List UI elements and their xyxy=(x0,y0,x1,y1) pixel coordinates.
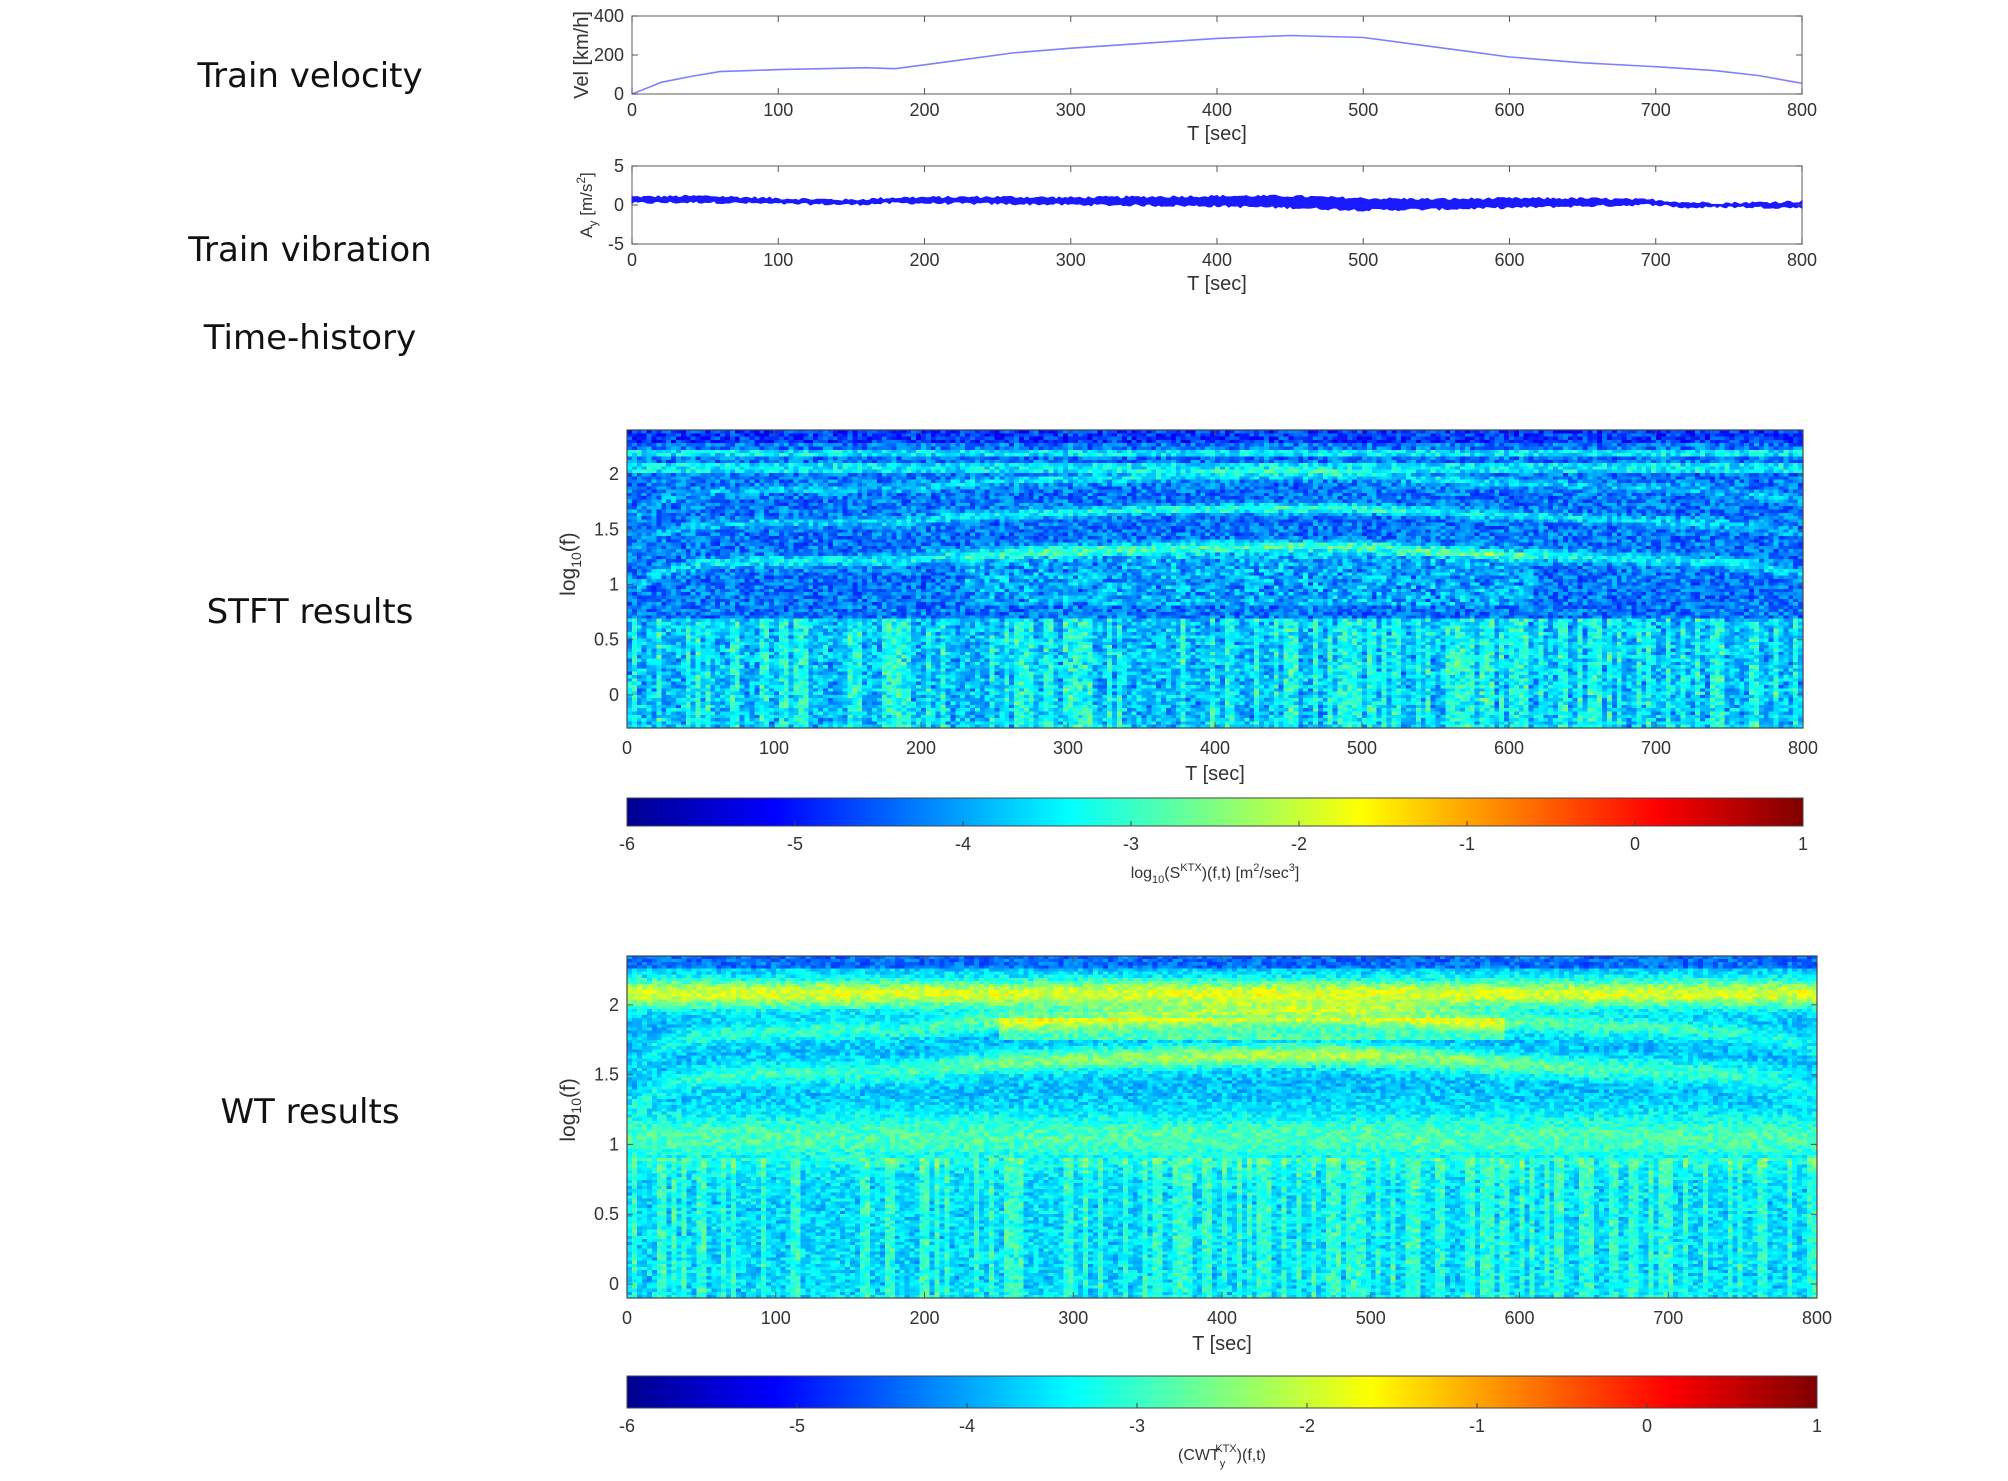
y-tick-label: -5 xyxy=(608,234,624,254)
velocity-chart: 0 100 200 300 400 500 600 700 800 0 200 400 T [sec] V… xyxy=(571,6,1817,145)
x-tick-label: 100 xyxy=(763,250,793,270)
y-tick-label: 5 xyxy=(614,156,624,176)
x-tick-label: 600 xyxy=(1494,250,1524,270)
y-tick-label: 0 xyxy=(614,195,624,215)
x-tick-label: 600 xyxy=(1494,100,1524,120)
y-tick-label: 200 xyxy=(594,45,624,65)
x-tick-label: 400 xyxy=(1202,100,1232,120)
stft-heatmap-cells xyxy=(627,430,1804,729)
y-tick-label: 0 xyxy=(614,84,624,104)
velocity-axes-frame xyxy=(632,16,1802,94)
x-tick-label: 200 xyxy=(909,250,939,270)
x-tick-label: 500 xyxy=(1348,250,1378,270)
x-tick-label: 300 xyxy=(1056,250,1086,270)
velocity-x-axis-label: T [sec] xyxy=(1187,123,1247,145)
x-tick-label: 0 xyxy=(627,250,637,270)
x-tick-label: 0 xyxy=(627,100,637,120)
x-tick-label: 100 xyxy=(763,100,793,120)
x-tick-label: 700 xyxy=(1641,100,1671,120)
x-tick-label: 200 xyxy=(909,100,939,120)
velocity-y-axis-label: Vel [km/h] xyxy=(571,11,593,99)
vibration-x-axis-label: T [sec] xyxy=(1187,273,1247,295)
x-tick-label: 400 xyxy=(1202,250,1232,270)
x-tick-label: 300 xyxy=(1056,100,1086,120)
x-tick-label: 800 xyxy=(1787,250,1817,270)
vibration-y-axis-label: Ay [m/s2] xyxy=(574,172,600,238)
x-tick-label: 700 xyxy=(1641,250,1671,270)
x-tick-label: 800 xyxy=(1787,100,1817,120)
y-tick-label: 400 xyxy=(594,6,624,26)
x-tick-label: 500 xyxy=(1348,100,1378,120)
